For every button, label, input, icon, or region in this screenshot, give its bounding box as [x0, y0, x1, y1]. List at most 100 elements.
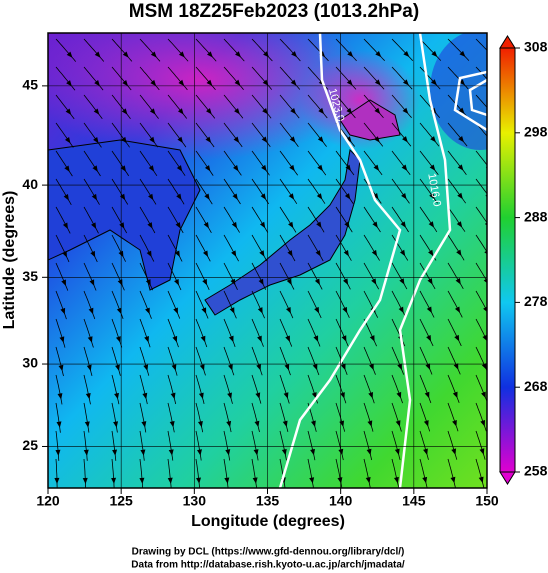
streamline: [111, 346, 121, 376]
streamline: [55, 234, 70, 263]
arrowhead: [291, 51, 298, 58]
arrowhead: [202, 278, 208, 286]
arrowhead: [149, 108, 156, 115]
streamline: [419, 402, 431, 432]
streamline: [83, 402, 90, 433]
arrowhead: [346, 79, 353, 86]
arrowhead: [457, 164, 464, 171]
arrowhead: [340, 392, 345, 399]
streamline: [83, 150, 101, 177]
streamline: [83, 122, 102, 148]
isobar: [398, 33, 452, 488]
streamline: [195, 374, 205, 404]
arrowhead: [366, 448, 372, 456]
arrowhead: [482, 334, 487, 341]
arrowhead: [372, 193, 379, 200]
streamline: [391, 346, 405, 375]
arrowhead: [341, 335, 347, 342]
y-tick-label: 35: [22, 268, 38, 284]
arrowhead: [171, 364, 177, 371]
arrowhead: [119, 222, 125, 229]
streamline: [55, 94, 75, 120]
arrowhead: [398, 306, 404, 314]
streamline: [447, 178, 467, 204]
arrowhead: [374, 107, 381, 114]
arrowhead: [224, 477, 230, 484]
arrowhead: [228, 364, 233, 371]
streamline: [195, 458, 201, 488]
streamline: [279, 402, 289, 432]
colorbar-tick-label: 288: [524, 208, 548, 224]
streamline: [279, 430, 287, 461]
arrowhead: [290, 107, 297, 115]
streamline: [251, 206, 269, 233]
cold-area: [48, 33, 370, 160]
arrowhead: [395, 420, 401, 427]
streamline: [195, 178, 213, 205]
arrowhead: [85, 392, 91, 400]
streamline: [447, 402, 459, 432]
streamline: [279, 374, 290, 404]
arrowhead: [66, 51, 73, 58]
arrowhead: [178, 79, 185, 87]
arrowhead: [204, 193, 210, 200]
arrowhead: [403, 50, 410, 58]
arrowhead: [343, 249, 349, 257]
arrowhead: [230, 278, 236, 286]
x-tick-label: 150: [475, 493, 499, 509]
streamline: [195, 430, 202, 461]
streamline: [363, 318, 377, 347]
arrowhead: [375, 51, 382, 58]
arrowhead: [309, 477, 315, 484]
arrowhead: [84, 421, 90, 428]
arrowhead: [257, 335, 262, 343]
streamline: [195, 262, 210, 291]
streamline: [251, 234, 268, 262]
streamline: [167, 38, 189, 62]
streamline: [419, 318, 434, 347]
streamline: [223, 38, 245, 62]
streamline: [447, 318, 462, 347]
arrowhead: [252, 477, 258, 484]
arrowhead: [142, 392, 148, 400]
arrowhead: [122, 51, 129, 58]
streamline: [279, 150, 299, 176]
streamline: [307, 150, 327, 176]
arrowhead: [401, 164, 408, 171]
arrowhead: [426, 306, 432, 314]
streamline: [335, 178, 354, 204]
streamline: [139, 38, 161, 62]
arrowhead: [424, 391, 430, 399]
arrowhead: [290, 79, 297, 86]
streamline: [475, 262, 487, 282]
streamline: [223, 122, 243, 148]
arrowhead: [88, 307, 94, 315]
chart-title: MSM 18Z25Feb2023 (1013.2hPa): [129, 1, 419, 22]
streamline: [251, 178, 270, 205]
arrowhead: [371, 278, 377, 285]
arrowhead: [93, 108, 100, 115]
y-tick-label: 30: [22, 355, 38, 371]
streamline: [335, 206, 353, 233]
streamline: [447, 66, 469, 90]
streamline: [111, 262, 125, 291]
colorbar-tick-label: 308: [524, 39, 548, 55]
arrowhead: [431, 79, 437, 86]
streamline: [223, 290, 237, 319]
arrowhead: [234, 79, 241, 86]
streamline: [195, 290, 209, 319]
streamline: [307, 122, 327, 147]
streamline: [83, 38, 105, 62]
arrowhead: [285, 335, 290, 342]
arrowhead: [369, 335, 375, 342]
streamline: [55, 374, 63, 405]
arrowhead: [452, 391, 458, 399]
arrowhead: [319, 51, 326, 58]
arrowhead: [343, 278, 349, 285]
arrowhead: [257, 307, 263, 314]
arrowhead: [459, 79, 465, 86]
streamline: [167, 122, 187, 148]
arrowhead: [397, 363, 402, 370]
arrowhead: [64, 165, 70, 172]
